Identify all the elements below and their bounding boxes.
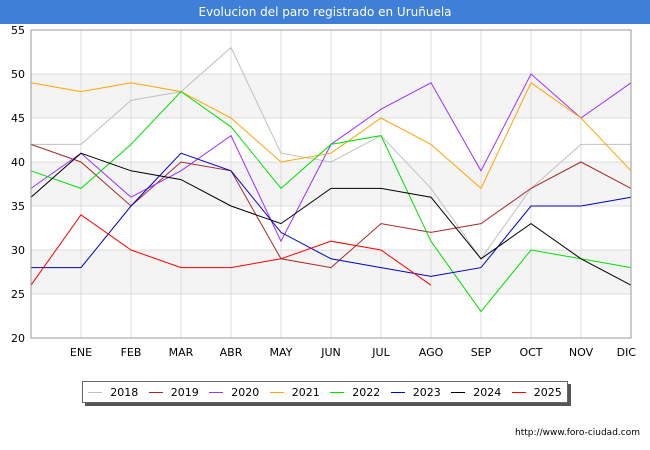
- legend-label: 2019: [170, 385, 199, 399]
- legend-item-2024: 2024: [451, 386, 501, 399]
- x-tick-label: DIC: [617, 346, 637, 359]
- y-tick-label: 40: [11, 156, 25, 169]
- legend-item-2023: 2023: [390, 385, 441, 399]
- legend-item-2025: 2025: [511, 385, 562, 399]
- legend-swatch: [451, 391, 466, 393]
- y-tick-label: 35: [11, 200, 25, 213]
- legend-label: 2020: [231, 385, 260, 399]
- y-tick-label: 25: [11, 288, 25, 301]
- legend-swatch: [88, 391, 103, 393]
- legend-item-2022: 2022: [330, 386, 380, 399]
- legend-label: 2021: [291, 385, 320, 399]
- x-tick-label: ENE: [70, 346, 92, 359]
- legend-label: 2018: [110, 385, 139, 399]
- legend: 2018 2019 2020 2021 2022 2023 2024 2025: [82, 381, 568, 403]
- x-tick-label: JUN: [320, 346, 341, 359]
- series-line-2022: [30, 90, 632, 313]
- x-tick-label: JUL: [371, 346, 390, 359]
- legend-swatch: [209, 391, 224, 393]
- legend-swatch: [390, 391, 405, 393]
- series-line-2025: [30, 214, 432, 286]
- x-tick-label: NOV: [569, 346, 594, 359]
- x-tick-label: SEP: [471, 346, 492, 359]
- x-tick-label: ABR: [220, 346, 243, 359]
- footer-url: http://www.foro-ciudad.com: [515, 428, 640, 438]
- y-tick-label: 50: [11, 68, 25, 81]
- legend-swatch: [269, 391, 284, 393]
- plot-border: [30, 29, 632, 339]
- x-tick-label: MAY: [270, 346, 293, 359]
- chart-title: Evolucion del paro registrado en Uruñuel…: [0, 0, 650, 24]
- series-line-2023: [31, 152, 632, 277]
- legend-item-2021: 2021: [269, 385, 320, 399]
- series-lines: [30, 46, 632, 313]
- x-tick-label: FEB: [121, 346, 142, 359]
- legend-swatch: [511, 391, 526, 393]
- legend-label: 2024: [473, 385, 502, 399]
- y-tick-label: 45: [11, 112, 25, 125]
- y-tick-label: 30: [11, 244, 25, 257]
- y-tick-label: 20: [11, 332, 25, 345]
- tick-labels: 20 25 30 35 40 45 50 55 ENE FEB MAR ABR MAY JUN JUL AGO…: [11, 24, 636, 359]
- legend-item-2018: 2018: [88, 386, 138, 399]
- series-line-2021: [30, 82, 632, 190]
- legend-swatch: [330, 391, 345, 393]
- legend-item-2019: 2019: [148, 385, 199, 399]
- x-tick-label: AGO: [419, 346, 444, 359]
- axes: [30, 29, 632, 339]
- series-line-2024: [30, 152, 632, 286]
- legend-swatch: [148, 391, 163, 393]
- legend-item-2020: 2020: [209, 386, 259, 399]
- y-tick-label: 55: [11, 24, 25, 37]
- legend-label: 2025: [533, 385, 562, 399]
- legend-label: 2022: [352, 385, 381, 399]
- legend-label: 2023: [412, 385, 441, 399]
- x-tick-label: OCT: [519, 346, 542, 359]
- x-tick-label: MAR: [169, 346, 194, 359]
